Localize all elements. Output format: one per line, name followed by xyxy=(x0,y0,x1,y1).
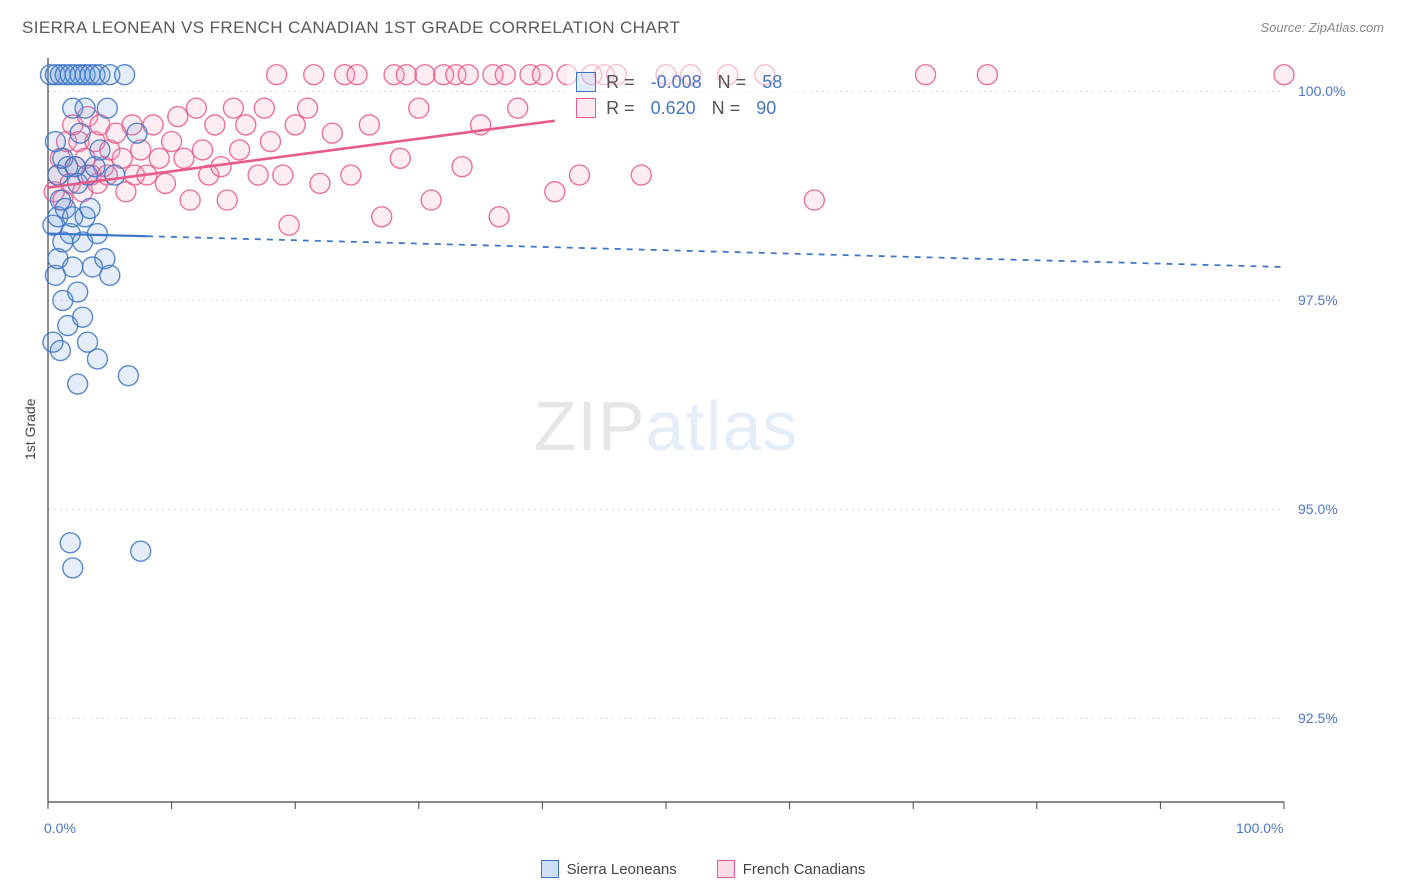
source-attribution: Source: ZipAtlas.com xyxy=(1260,20,1384,35)
legend-swatch-icon xyxy=(717,860,735,878)
y-tick-label: 95.0% xyxy=(1298,501,1338,517)
scatter-plot: ZIPatlas xyxy=(48,58,1284,802)
legend-item-french: French Canadians xyxy=(717,860,866,878)
legend-label: French Canadians xyxy=(743,861,866,878)
legend-swatch-icon xyxy=(541,860,559,878)
legend: Sierra Leoneans French Canadians xyxy=(0,860,1406,878)
x-tick-label: 100.0% xyxy=(1236,820,1283,836)
chart-title: SIERRA LEONEAN VS FRENCH CANADIAN 1ST GR… xyxy=(22,18,680,37)
x-tick-label: 0.0% xyxy=(44,820,76,836)
y-axis-label: 1st Grade xyxy=(22,399,38,460)
y-tick-label: 97.5% xyxy=(1298,292,1338,308)
legend-item-sierra: Sierra Leoneans xyxy=(541,860,677,878)
y-tick-label: 100.0% xyxy=(1298,83,1345,99)
y-tick-label: 92.5% xyxy=(1298,710,1338,726)
legend-label: Sierra Leoneans xyxy=(567,861,677,878)
